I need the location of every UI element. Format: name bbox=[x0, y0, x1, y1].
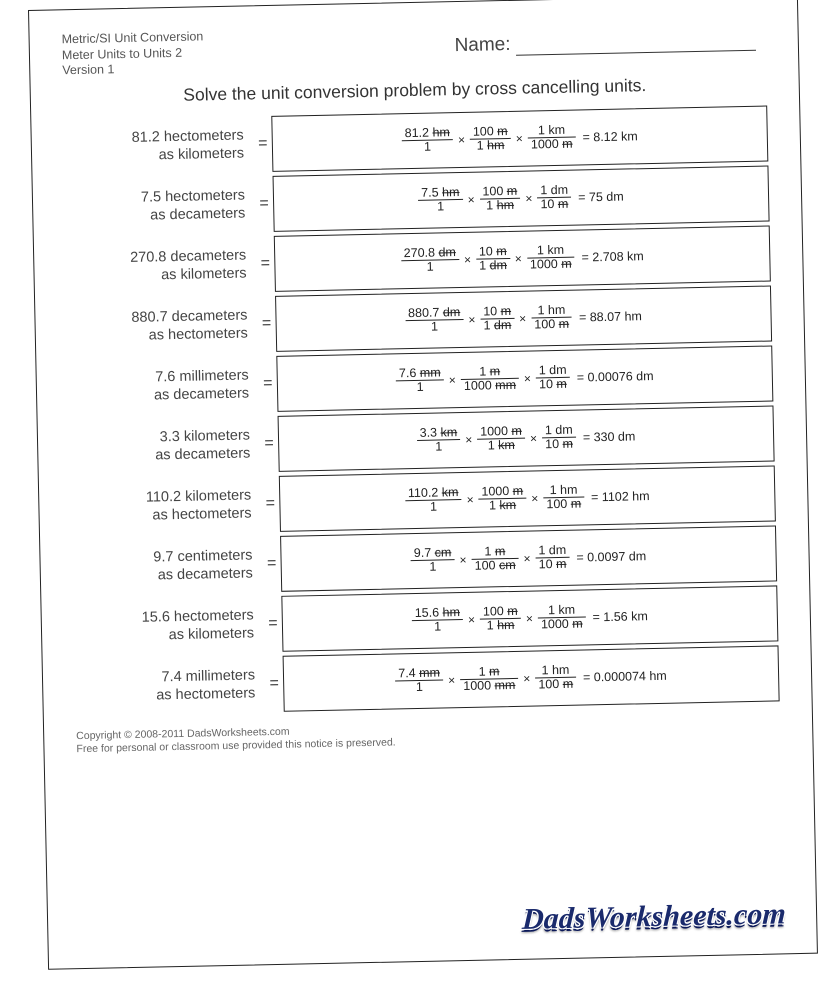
problem-row: 270.8 decameters as kilometers = 270.8 d… bbox=[76, 225, 771, 296]
problem-list: 81.2 hectometers as kilometers = 81.2 hm… bbox=[73, 105, 779, 715]
conversion-expression: 880.7 dm1×10 m1 dm×1 hm100 m = 88.07 hm bbox=[405, 302, 642, 335]
question-line-2: as hectometers bbox=[81, 504, 251, 526]
equals-sign: = bbox=[262, 536, 281, 592]
equals-sign: = bbox=[257, 296, 276, 352]
answer-box: 110.2 km1×1000 m1 km×1 hm100 m = 1102 hm bbox=[279, 465, 776, 531]
equals-sign: = bbox=[256, 236, 275, 292]
answer-box: 270.8 dm1×10 m1 dm×1 km1000 m = 2.708 km bbox=[274, 225, 771, 291]
equals-sign: = bbox=[255, 176, 274, 232]
conversion-expression: 7.4 mm1×1 m1000 mm×1 hm100 m = 0.000074 … bbox=[395, 661, 667, 695]
question-line-2: as kilometers bbox=[84, 624, 254, 646]
name-label: Name: bbox=[454, 34, 510, 56]
question-line-2: as decameters bbox=[83, 564, 253, 586]
worksheet-page: Metric/SI Unit Conversion Meter Units to… bbox=[28, 0, 818, 970]
result-text: = 88.07 hm bbox=[575, 309, 642, 324]
question-line-2: as decameters bbox=[80, 444, 250, 466]
problem-row: 7.5 hectometers as decameters = 7.5 hm1×… bbox=[75, 165, 770, 236]
result-text: = 1.56 km bbox=[588, 609, 648, 624]
answer-box: 3.3 km1×1000 m1 km×1 dm10 m = 330 dm bbox=[278, 405, 775, 471]
problem-row: 7.6 millimeters as decameters = 7.6 mm1×… bbox=[78, 345, 773, 416]
problem-row: 9.7 centimeters as decameters = 9.7 cm1×… bbox=[82, 525, 777, 596]
problem-row: 880.7 decameters as hectometers = 880.7 … bbox=[77, 285, 772, 356]
equals-sign: = bbox=[263, 596, 282, 652]
problem-row: 7.4 millimeters as hectometers = 7.4 mm1… bbox=[85, 645, 780, 716]
result-text: = 330 dm bbox=[579, 429, 636, 444]
question-label: 7.6 millimeters as decameters bbox=[78, 356, 259, 416]
answer-box: 15.6 hm1×100 m1 hm×1 km1000 m = 1.56 km bbox=[281, 585, 778, 651]
conversion-expression: 9.7 cm1×1 m100 cm×1 dm10 m = 0.0097 dm bbox=[411, 542, 647, 575]
answer-box: 7.5 hm1×100 m1 hm×1 dm10 m = 75 dm bbox=[273, 165, 770, 231]
answer-box: 9.7 cm1×1 m100 cm×1 dm10 m = 0.0097 dm bbox=[280, 525, 777, 591]
answer-box: 81.2 hm1×100 m1 hm×1 km1000 m = 8.12 km bbox=[271, 105, 768, 171]
problem-row: 3.3 kilometers as decameters = 3.3 km1×1… bbox=[80, 405, 775, 476]
question-line-2: as kilometers bbox=[74, 144, 244, 166]
answer-box: 880.7 dm1×10 m1 dm×1 hm100 m = 88.07 hm bbox=[275, 285, 772, 351]
conversion-expression: 7.6 mm1×1 m1000 mm×1 dm10 m = 0.00076 dm bbox=[396, 362, 654, 396]
result-text: = 0.00076 dm bbox=[573, 369, 654, 385]
question-label: 7.4 millimeters as hectometers bbox=[85, 656, 266, 716]
question-label: 81.2 hectometers as kilometers bbox=[73, 116, 254, 176]
result-text: = 2.708 km bbox=[577, 249, 643, 264]
conversion-expression: 15.6 hm1×100 m1 hm×1 km1000 m = 1.56 km bbox=[412, 602, 648, 635]
question-line-2: as hectometers bbox=[85, 684, 255, 706]
question-label: 9.7 centimeters as decameters bbox=[82, 536, 263, 596]
conversion-expression: 81.2 hm1×100 m1 hm×1 km1000 m = 8.12 km bbox=[402, 122, 638, 155]
result-text: = 75 dm bbox=[574, 189, 624, 204]
conversion-expression: 3.3 km1×1000 m1 km×1 dm10 m = 330 dm bbox=[417, 422, 636, 455]
result-text: = 0.0097 dm bbox=[572, 549, 646, 565]
conversion-expression: 270.8 dm1×10 m1 dm×1 km1000 m = 2.708 km bbox=[401, 242, 644, 276]
result-text: = 0.000074 hm bbox=[579, 669, 667, 685]
equals-sign: = bbox=[258, 356, 277, 412]
question-label: 110.2 kilometers as hectometers bbox=[81, 476, 262, 536]
question-line-2: as decameters bbox=[79, 384, 249, 406]
question-label: 15.6 hectometers as kilometers bbox=[83, 596, 264, 656]
conversion-expression: 7.5 hm1×100 m1 hm×1 dm10 m = 75 dm bbox=[418, 182, 624, 215]
result-text: = 8.12 km bbox=[578, 129, 638, 144]
brand-logo: DadsWorksheets.com bbox=[522, 897, 787, 937]
equals-sign: = bbox=[253, 116, 272, 172]
problem-row: 81.2 hectometers as kilometers = 81.2 hm… bbox=[73, 105, 768, 176]
result-text: = 1102 hm bbox=[587, 489, 650, 504]
question-line-2: as decameters bbox=[75, 204, 245, 226]
equals-sign: = bbox=[260, 416, 279, 472]
copyright-block: Copyright © 2008-2011 DadsWorksheets.com… bbox=[76, 715, 780, 756]
question-line-2: as hectometers bbox=[78, 324, 248, 346]
question-line-2: as kilometers bbox=[76, 264, 246, 286]
answer-box: 7.4 mm1×1 m1000 mm×1 hm100 m = 0.000074 … bbox=[283, 645, 780, 711]
question-label: 270.8 decameters as kilometers bbox=[76, 236, 257, 296]
question-label: 3.3 kilometers as decameters bbox=[80, 416, 261, 476]
conversion-expression: 110.2 km1×1000 m1 km×1 hm100 m = 1102 hm bbox=[405, 482, 650, 516]
problem-row: 110.2 kilometers as hectometers = 110.2 … bbox=[81, 465, 776, 536]
problem-row: 15.6 hectometers as kilometers = 15.6 hm… bbox=[83, 585, 778, 656]
question-label: 880.7 decameters as hectometers bbox=[77, 296, 258, 356]
question-label: 7.5 hectometers as decameters bbox=[75, 176, 256, 236]
instruction-text: Solve the unit conversion problem by cro… bbox=[63, 72, 767, 108]
equals-sign: = bbox=[265, 656, 284, 712]
answer-box: 7.6 mm1×1 m1000 mm×1 dm10 m = 0.00076 dm bbox=[276, 345, 773, 411]
equals-sign: = bbox=[261, 476, 280, 532]
